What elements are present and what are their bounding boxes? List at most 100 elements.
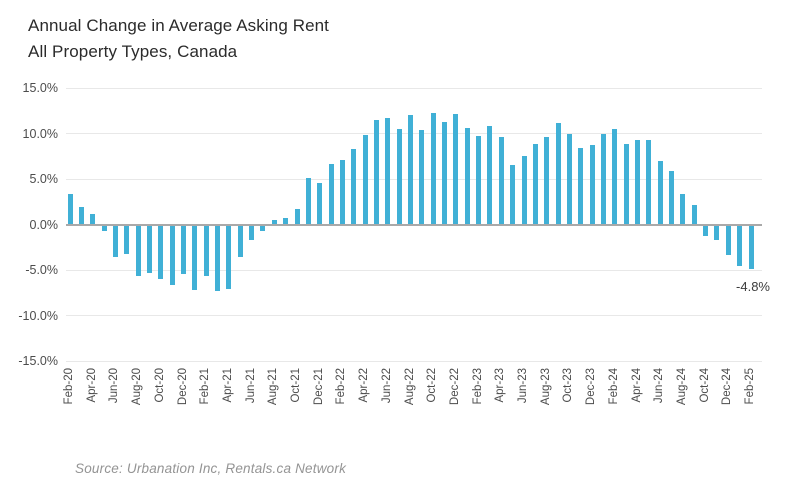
bar-Dec-22: [453, 114, 459, 225]
chart-subtitle: All Property Types, Canada: [28, 42, 238, 61]
gridline--10: [66, 315, 762, 316]
bar-Jul-22: [396, 128, 402, 225]
bar-May-24: [646, 139, 652, 225]
bar-Jul-23: [532, 143, 538, 225]
chart-title: Annual Change in Average Asking Rent: [28, 16, 330, 35]
bar-Oct-20: [158, 225, 164, 280]
bar-Feb-21: [203, 225, 209, 276]
bar-Dec-20: [181, 225, 186, 274]
bar-Oct-21: [294, 209, 300, 225]
gridline-5: [66, 178, 762, 180]
bar-Feb-20: [67, 193, 73, 225]
bar-Feb-25: [748, 225, 754, 270]
bar-Nov-23: [578, 148, 584, 225]
bar-Aug-24: [680, 194, 686, 225]
last-value-label: -4.8%: [736, 279, 770, 295]
x-tick-label: Jun-22: [380, 368, 393, 404]
source-caption: Source: Urbanation Inc, Rentals.ca Netwo…: [75, 461, 347, 476]
x-tick-label: Dec-22: [448, 368, 461, 406]
bar-Jul-21: [260, 225, 266, 231]
x-tick-label: Apr-20: [85, 368, 98, 403]
x-tick-label: Feb-24: [607, 368, 620, 405]
bar-Dec-23: [589, 145, 595, 225]
x-tick-label: Oct-24: [698, 368, 711, 403]
x-tick-label: Feb-25: [744, 368, 756, 405]
bar-Apr-20: [90, 214, 96, 225]
chart-header: Annual Change in Average Asking Rent All…: [28, 13, 329, 65]
x-tick-label: Aug-20: [131, 368, 144, 406]
bar-Sep-20: [146, 225, 152, 273]
bar-Aug-22: [408, 115, 413, 225]
x-tick-label: Jun-20: [108, 368, 121, 404]
x-tick-label: Apr-23: [494, 368, 507, 403]
bar-Nov-22: [442, 121, 448, 225]
bar-Aug-21: [271, 219, 277, 225]
x-tick-label: Aug-22: [403, 368, 416, 406]
x-tick-label: Oct-20: [153, 368, 166, 403]
bar-Jan-25: [737, 225, 743, 266]
bar-Oct-24: [703, 225, 709, 237]
zero-baseline: [66, 223, 762, 226]
x-tick-label: Feb-21: [199, 368, 212, 405]
x-tick-label: Aug-24: [675, 368, 688, 406]
bar-Sep-21: [283, 218, 289, 225]
x-tick-label: Aug-23: [539, 368, 552, 406]
bar-Jun-20: [112, 225, 118, 258]
x-tick-label: Feb-22: [335, 368, 348, 405]
bar-Oct-22: [430, 113, 436, 225]
bar-Sep-23: [555, 123, 561, 225]
bar-Mar-23: [487, 126, 493, 225]
bar-Jun-23: [521, 156, 527, 225]
x-tick-label: Jun-21: [244, 368, 257, 404]
x-tick-label: Oct-22: [426, 368, 439, 403]
x-tick-label: Apr-22: [358, 368, 371, 403]
y-tick-label: -5.0%: [25, 263, 58, 277]
bar-Sep-22: [419, 129, 425, 225]
x-tick-label: Dec-24: [721, 368, 734, 406]
x-tick-label: Apr-24: [630, 368, 643, 403]
plot-area: [66, 87, 762, 362]
bar-Jul-20: [124, 225, 130, 254]
y-tick-label: 5.0%: [29, 172, 59, 186]
x-tick-label: Aug-21: [267, 368, 280, 406]
bar-Jan-22: [328, 163, 334, 225]
y-tick-label: -10.0%: [18, 308, 58, 323]
bar-Aug-20: [135, 225, 141, 276]
x-tick-label: Jun-23: [517, 368, 529, 404]
y-axis: 15.0% 10.0% 5.0% 0.0% -5.0% -10.0% -15.0%: [0, 0, 58, 487]
bar-Jun-24: [657, 160, 663, 225]
bar-Mar-22: [351, 148, 357, 225]
bar-Jun-21: [249, 225, 255, 241]
bar-Sep-24: [691, 205, 697, 225]
bar-Jan-23: [464, 128, 470, 225]
x-tick-label: Dec-20: [176, 368, 189, 406]
bar-May-22: [373, 119, 379, 225]
bar-Nov-20: [169, 225, 175, 285]
bar-Apr-21: [226, 225, 232, 290]
y-tick-label: 15.0%: [22, 81, 58, 95]
bar-Aug-23: [544, 137, 550, 225]
gridline--5: [66, 269, 762, 271]
x-tick-label: Jun-24: [653, 368, 666, 404]
bar-Mar-24: [623, 144, 629, 225]
bar-Apr-23: [498, 137, 504, 225]
x-tick-label: Apr-21: [221, 368, 234, 403]
bar-Dec-21: [317, 182, 323, 225]
x-tick-label: Dec-21: [312, 368, 325, 406]
y-tick-label: -15.0%: [18, 354, 58, 368]
x-tick-label: Dec-23: [585, 368, 598, 406]
x-tick-label: Oct-23: [562, 368, 575, 403]
gridline--15: [66, 360, 762, 362]
bar-Jan-21: [192, 225, 198, 291]
bar-Feb-22: [339, 159, 345, 225]
bar-May-21: [237, 225, 243, 258]
bar-Jul-24: [669, 170, 675, 225]
bar-Mar-21: [215, 225, 221, 292]
y-tick-label: 10.0%: [22, 126, 58, 141]
bar-Apr-22: [362, 135, 368, 225]
x-axis: Feb-20 Apr-20 Jun-20 Aug-20 Oct-20 Dec-20 Feb-…: [63, 368, 776, 438]
gridline-15: [66, 87, 762, 89]
bar-Dec-24: [725, 225, 731, 255]
bar-Oct-23: [566, 134, 572, 225]
bar-Mar-20: [78, 207, 84, 225]
